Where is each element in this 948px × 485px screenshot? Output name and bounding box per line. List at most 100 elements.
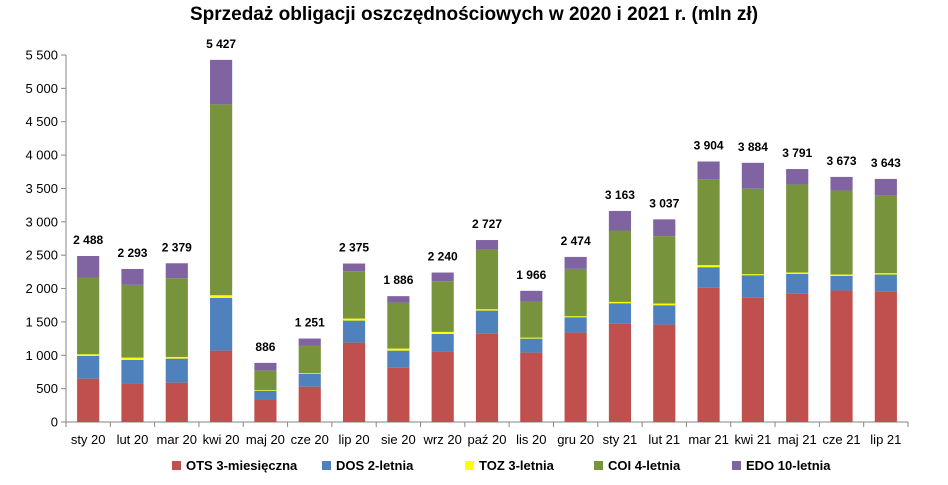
bar-segment: [564, 332, 587, 422]
bar-segment: [431, 281, 454, 332]
bar-stack: [298, 338, 321, 422]
bar-segment: [520, 338, 543, 353]
y-tick-label: 3 500: [25, 181, 58, 196]
bar-segment: [608, 301, 632, 304]
bar-segment: [210, 59, 233, 105]
total-label: 2 488: [73, 233, 103, 247]
bar-stack: [431, 272, 454, 422]
bar-segment: [77, 355, 100, 379]
x-tick-label: mar 20: [157, 432, 197, 447]
bar-segment: [210, 295, 233, 298]
bar-segment: [342, 271, 366, 319]
y-tick-label: 5 500: [25, 48, 58, 63]
bar-segment: [210, 104, 233, 296]
bar-stack: [254, 362, 277, 422]
y-tick-label: 3 000: [25, 214, 58, 229]
bar-segment: [830, 176, 853, 191]
bar-segment: [254, 390, 277, 400]
bar-segment: [741, 162, 764, 189]
bar-segment: [121, 357, 144, 360]
bar-segment: [874, 178, 897, 196]
bar-segment: [741, 188, 764, 275]
bar-stack: [342, 263, 366, 422]
bar-segment: [520, 301, 543, 338]
legend-item: TOZ 3-letnia: [465, 458, 555, 473]
total-label: 3 037: [649, 196, 679, 210]
x-tick-label: kwi 21: [734, 432, 771, 447]
total-label: 3 673: [827, 154, 857, 168]
total-label: 886: [255, 340, 275, 354]
bar-segment: [786, 169, 809, 185]
bar-segment: [165, 356, 188, 359]
total-label: 2 375: [339, 241, 369, 255]
x-tick-label: maj 21: [778, 432, 817, 447]
bar-segment: [342, 263, 366, 272]
total-label: 1 251: [295, 316, 325, 330]
bar-stack: [210, 59, 233, 422]
x-tick-label: sty 20: [71, 432, 106, 447]
bar-segment: [608, 303, 632, 324]
axes: 0 500 1 000 1 500 2 000 2 500 3 000 3 500 4 000 4…: [25, 48, 909, 447]
bar-stack: [121, 268, 144, 422]
y-tick-label: 5 000: [25, 81, 58, 96]
bar-segment: [874, 291, 897, 422]
y-tick-label: 500: [36, 381, 58, 396]
legend-label: EDO 10-letnia: [746, 458, 831, 473]
bar-segment: [298, 373, 321, 387]
bar-stack: [564, 256, 587, 422]
bar-segment: [697, 287, 720, 422]
bar-segment: [741, 297, 764, 422]
x-tick-label: sty 21: [603, 432, 638, 447]
bar-segment: [697, 161, 720, 180]
bar-segment: [431, 351, 454, 422]
bar-segment: [653, 236, 676, 304]
bar-segment: [121, 383, 144, 422]
bars: [77, 59, 897, 422]
legend-swatch: [732, 461, 741, 470]
bar-segment: [874, 195, 897, 274]
bar-segment: [608, 230, 632, 302]
total-label: 2 379: [162, 240, 192, 254]
x-tick-label: lut 21: [648, 432, 680, 447]
bar-stack: [741, 162, 764, 422]
bar-segment: [387, 367, 410, 422]
bar-segment: [431, 272, 454, 282]
bar-segment: [254, 370, 277, 390]
total-label: 3 163: [605, 188, 635, 202]
bar-segment: [121, 284, 144, 358]
bar-segment: [830, 290, 853, 422]
bar-segment: [342, 342, 366, 422]
x-tick-label: gru 20: [557, 432, 594, 447]
x-tick-label: paź 20: [467, 432, 506, 447]
bar-stack: [165, 263, 188, 422]
total-label: 2 240: [428, 250, 458, 264]
bar-segment: [697, 265, 720, 268]
bar-stack: [520, 290, 543, 422]
legend-label: TOZ 3-letnia: [479, 458, 555, 473]
bar-segment: [564, 317, 587, 333]
bar-segment: [431, 333, 454, 352]
total-label: 3 643: [871, 156, 901, 170]
total-label: 5 427: [206, 37, 236, 51]
legend-label: DOS 2-letnia: [336, 458, 414, 473]
x-tick-label: cze 20: [291, 432, 329, 447]
bar-segment: [564, 268, 587, 317]
bar-segment: [741, 275, 764, 298]
y-tick-label: 4 500: [25, 114, 58, 129]
bar-segment: [741, 274, 764, 276]
bar-segment: [608, 323, 632, 422]
bar-segment: [77, 255, 100, 278]
bar-segment: [387, 348, 410, 351]
bar-segment: [475, 333, 499, 422]
y-tick-label: 0: [51, 415, 58, 430]
bar-segment: [77, 277, 100, 355]
bar-segment: [298, 338, 321, 346]
total-label: 2 727: [472, 217, 502, 231]
chart-title: Sprzedaż obligacji oszczędnościowych w 2…: [190, 4, 758, 25]
bar-segment: [298, 345, 321, 374]
bar-segment: [830, 274, 853, 276]
legend-label: COI 4-letnia: [608, 458, 681, 473]
bar-stack: [830, 176, 853, 422]
bar-segment: [653, 324, 676, 422]
legend: OTS 3-miesięczna DOS 2-letnia TOZ 3-letnia…: [172, 458, 831, 473]
